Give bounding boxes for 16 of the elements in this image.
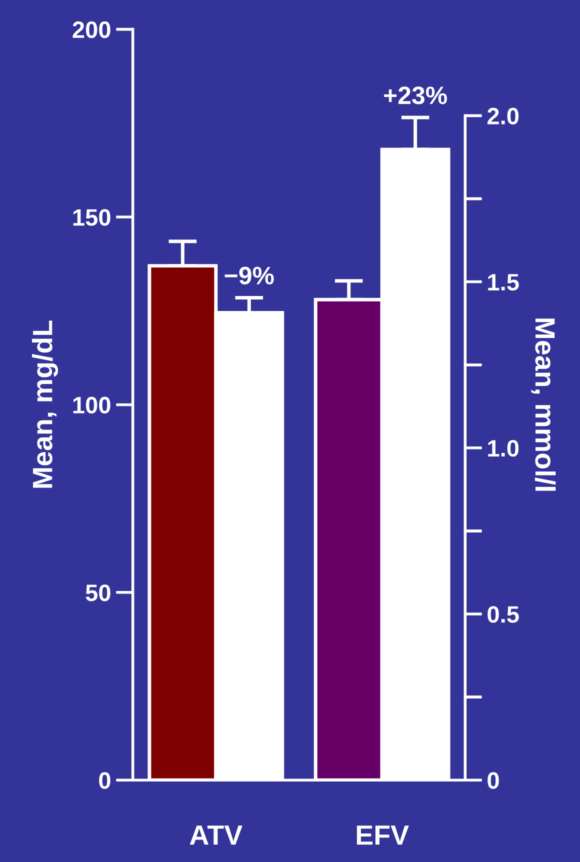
annotation: −9% — [224, 266, 274, 284]
y-tick-label: 50 — [86, 584, 110, 602]
y2-tick-label: 1.0 — [488, 440, 519, 457]
x-tick-label: ATV — [190, 826, 242, 845]
y2-axis-title: Mean, mmol/l — [531, 318, 556, 491]
y2-tick-label: 0 — [488, 772, 499, 789]
x-tick-label: EFV — [356, 826, 409, 845]
y-tick-label: 100 — [73, 396, 110, 414]
y-axis-title: Mean, mg/dL — [32, 320, 58, 488]
y-tick-label: 0 — [99, 772, 110, 789]
y-tick-label: 150 — [73, 209, 110, 226]
annotation: +23% — [384, 86, 447, 104]
y2-tick-label: 2.0 — [488, 108, 519, 124]
y-tick-label: 200 — [72, 21, 110, 38]
y2-tick-label: 0.5 — [488, 606, 519, 623]
y2-tick-label: 1.5 — [488, 274, 519, 291]
